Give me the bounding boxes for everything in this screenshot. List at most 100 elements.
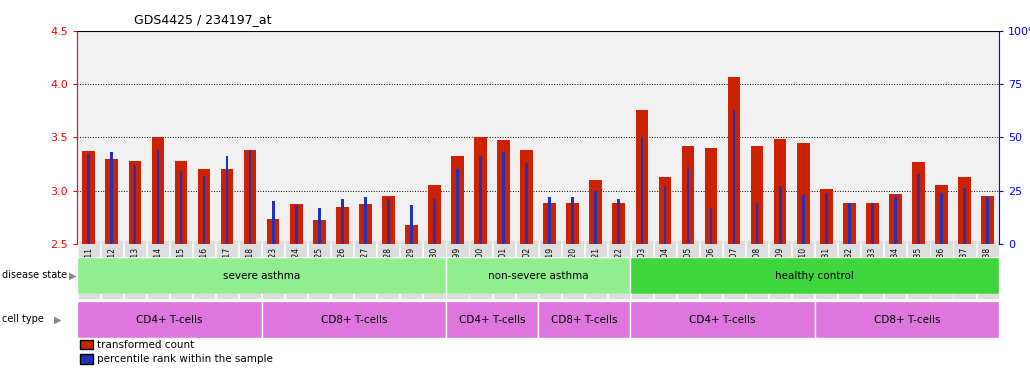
Bar [451,156,464,244]
Bar [572,197,574,244]
Text: percentile rank within the sample: percentile rank within the sample [97,354,273,364]
Bar [364,197,367,244]
Bar [105,159,118,244]
Bar [479,156,482,244]
Bar [935,185,948,244]
Bar [387,199,389,244]
Text: CD8+ T-cells: CD8+ T-cells [551,314,618,325]
Bar [244,150,256,244]
Bar [940,193,942,244]
Bar [77,301,262,338]
Bar [705,148,717,244]
Bar [289,204,303,244]
Bar [566,204,579,244]
Bar [262,301,446,338]
Text: CD8+ T-cells: CD8+ T-cells [320,314,387,325]
Bar [226,156,229,244]
Bar [756,204,758,244]
Bar [313,220,325,244]
Bar [594,190,597,244]
Bar [894,197,897,244]
Bar [963,189,966,244]
Text: non-severe asthma: non-severe asthma [488,270,588,281]
Bar [520,150,533,244]
Bar [272,201,275,244]
Bar [820,189,832,244]
Bar [336,207,348,244]
Bar [751,146,763,244]
Bar [663,186,666,244]
Text: GDS4425 / 234197_at: GDS4425 / 234197_at [134,13,271,26]
Bar [405,225,418,244]
Bar [497,141,510,244]
Bar [636,109,648,244]
Bar [986,197,989,244]
Bar [825,193,828,244]
Bar [538,301,630,338]
Text: disease state: disease state [2,270,67,280]
Bar [318,208,320,244]
Bar [589,180,603,244]
Text: CD4+ T-cells: CD4+ T-cells [689,314,756,325]
Bar [428,185,441,244]
Bar [548,197,551,244]
Bar [889,194,901,244]
Bar [446,257,630,294]
Text: cell type: cell type [2,314,44,324]
Bar [801,195,804,244]
Bar [641,137,644,244]
Bar [682,146,694,244]
Bar [474,137,487,244]
Bar [82,151,95,244]
Bar [774,139,787,244]
Bar [544,204,556,244]
Text: transformed count: transformed count [97,340,194,350]
Bar [134,165,136,244]
Bar [220,169,234,244]
Bar [175,161,187,244]
Bar [732,109,735,244]
Bar [503,152,505,244]
Text: CD8+ T-cells: CD8+ T-cells [873,314,940,325]
Bar [815,301,999,338]
Bar [728,76,741,244]
Bar [843,204,856,244]
Bar [151,137,164,244]
Bar [613,204,625,244]
Bar [630,257,999,294]
Bar [630,301,815,338]
Text: healthy control: healthy control [776,270,854,281]
Bar [433,199,436,244]
Bar [617,199,620,244]
Bar [382,196,394,244]
Text: ▶: ▶ [69,270,76,280]
Bar [797,142,810,244]
Bar [410,205,413,244]
Bar [779,186,782,244]
Bar [456,169,459,244]
Text: ▶: ▶ [54,314,61,324]
Text: CD4+ T-cells: CD4+ T-cells [458,314,525,325]
Bar [871,204,873,244]
Bar [687,167,689,244]
Text: CD4+ T-cells: CD4+ T-cells [136,314,203,325]
Bar [203,175,205,244]
Bar [267,219,279,244]
Text: severe asthma: severe asthma [222,270,301,281]
Bar [198,169,210,244]
Bar [179,171,182,244]
Bar [913,162,925,244]
Bar [248,150,251,244]
Bar [848,204,851,244]
Bar [658,177,672,244]
Bar [710,208,713,244]
Bar [295,205,298,244]
Bar [129,161,141,244]
Bar [77,257,446,294]
Bar [88,154,91,244]
Bar [982,196,994,244]
Bar [341,199,344,244]
Bar [157,150,160,244]
Bar [446,301,538,338]
Bar [917,174,920,244]
